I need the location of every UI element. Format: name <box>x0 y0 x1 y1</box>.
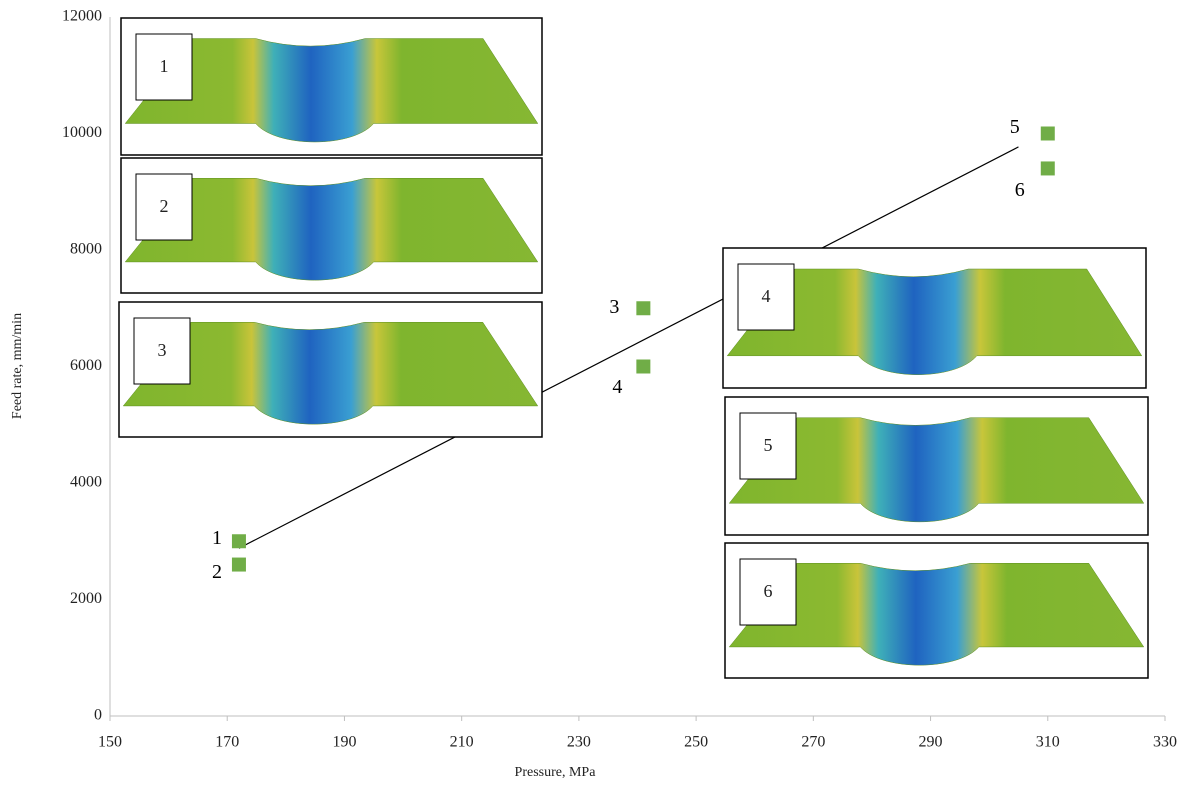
inset: 6 <box>725 543 1148 678</box>
x-tick-label: 250 <box>684 734 708 751</box>
inset-label: 5 <box>764 435 773 455</box>
y-axis-title: Feed rate, mm/min <box>10 313 25 419</box>
inset-label: 4 <box>762 286 771 306</box>
chart: Pressure, MPa Feed rate, mm/min 0 2000 400… <box>0 0 1189 787</box>
page: Pressure, MPa Feed rate, mm/min 0 2000 400… <box>0 0 1189 787</box>
inset-label: 2 <box>160 196 169 216</box>
point-label: 6 <box>1015 179 1025 201</box>
point <box>232 558 246 572</box>
inset: 4 <box>723 248 1146 388</box>
y-tick-label: 4000 <box>70 474 102 491</box>
x-tick-label: 170 <box>215 734 239 751</box>
x-axis-title: Pressure, MPa <box>515 765 597 780</box>
point <box>1041 161 1055 175</box>
point <box>636 301 650 315</box>
y-tick-label: 12000 <box>62 8 102 25</box>
x-tick-label: 270 <box>801 734 825 751</box>
point-label: 5 <box>1010 116 1020 138</box>
y-tick-label: 8000 <box>70 241 102 258</box>
y-tick-label: 0 <box>94 707 102 724</box>
point-label: 2 <box>212 561 222 583</box>
x-tick-label: 310 <box>1036 734 1060 751</box>
x-tick-label: 190 <box>332 734 356 751</box>
inset-label: 1 <box>160 56 169 76</box>
inset: 5 <box>725 397 1148 535</box>
inset: 1 <box>121 18 542 155</box>
point <box>232 534 246 548</box>
y-tick-label: 6000 <box>70 357 102 374</box>
x-tick-label: 230 <box>567 734 591 751</box>
inset: 2 <box>121 158 542 293</box>
inset: 3 <box>119 302 542 437</box>
point <box>636 360 650 374</box>
point-label: 3 <box>609 296 619 318</box>
inset-label: 3 <box>158 340 167 360</box>
inset-label: 6 <box>764 581 773 601</box>
y-tick-label: 10000 <box>62 124 102 141</box>
point <box>1041 127 1055 141</box>
x-tick-label: 210 <box>450 734 474 751</box>
x-tick-label: 150 <box>98 734 122 751</box>
point-label: 4 <box>612 376 622 398</box>
point-label: 1 <box>212 527 222 549</box>
x-tick-label: 330 <box>1153 734 1177 751</box>
y-tick-label: 2000 <box>70 590 102 607</box>
x-tick-label: 290 <box>919 734 943 751</box>
